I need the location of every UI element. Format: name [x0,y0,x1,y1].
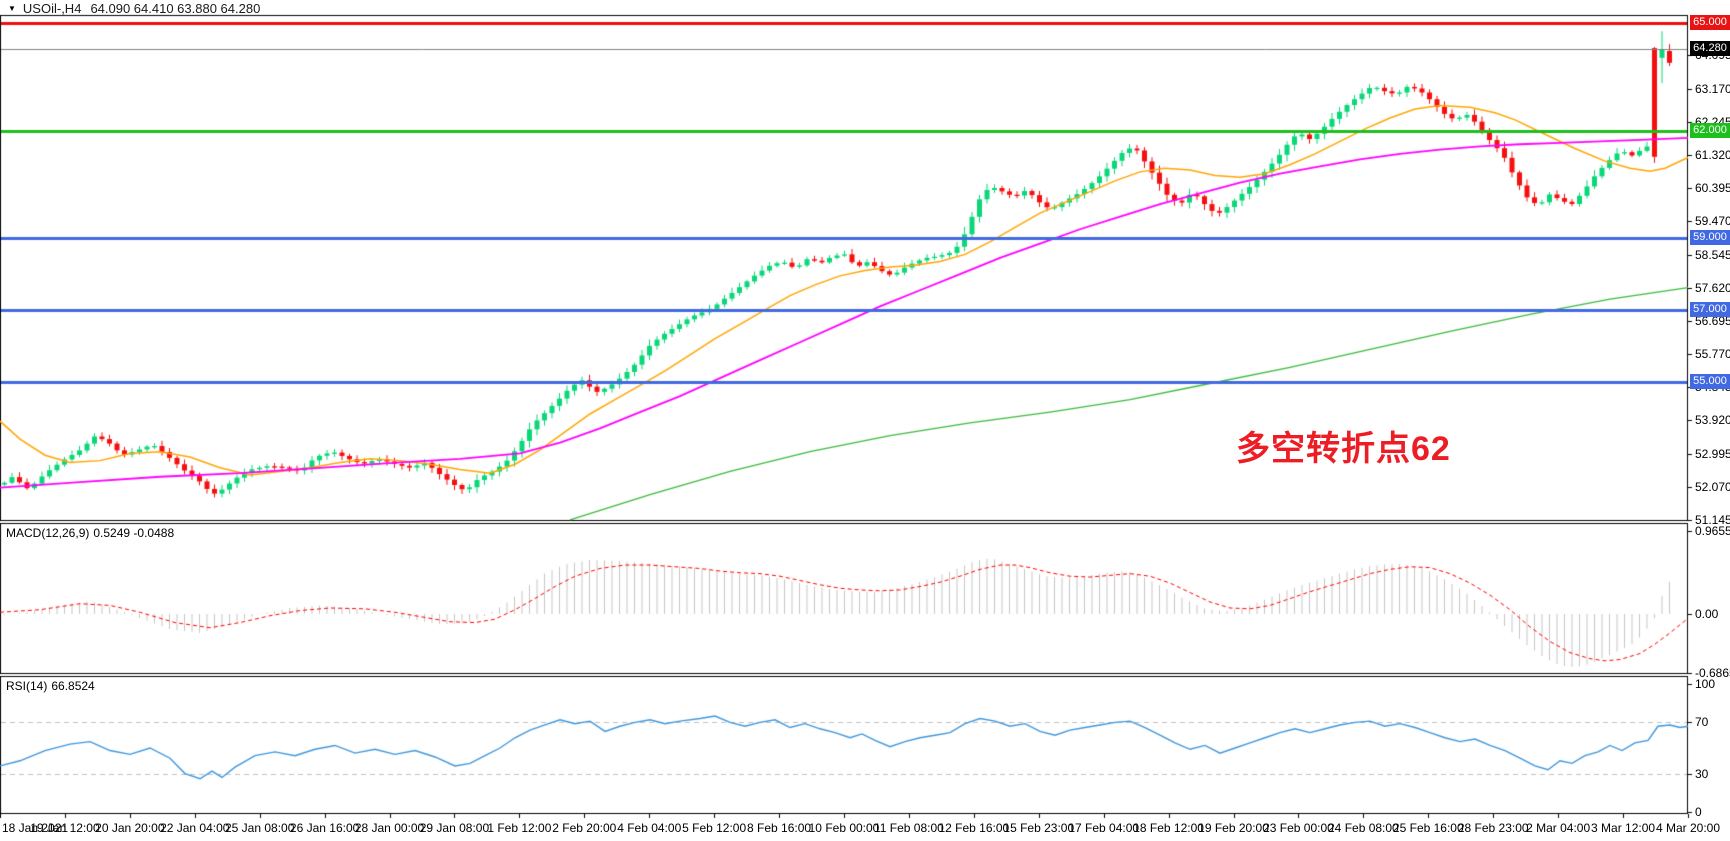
price-level-badge: 65.000 [1690,15,1730,30]
time-axis-label: 25 Jan 08:00 [224,821,295,835]
time-axis-label: 19 Feb 20:00 [1198,821,1269,835]
time-axis-label: 15 Feb 23:00 [1003,821,1075,835]
price-axis-label: 55.770 [1695,347,1730,362]
macd-values: 0.5249 -0.0488 [93,526,175,540]
price-level-badge: 55.000 [1690,373,1730,389]
price-level-badge: 64.280 [1690,40,1730,56]
time-axis-label: 12 Feb 16:00 [938,821,1010,835]
price-axis-label: 57.620 [1695,280,1730,295]
rsi-value: 66.8524 [51,679,95,693]
price-level-badge: 59.000 [1690,230,1730,246]
price-axis-label: 51.145 [1695,512,1730,527]
price-scale[interactable] [1688,15,1730,521]
time-axis-label: 11 Feb 08:00 [874,821,944,835]
price-axis-label: 52.070 [1695,479,1730,494]
rsi-axis-label: 70 [1695,715,1709,730]
time-axis-label: 8 Feb 16:00 [747,821,812,835]
time-axis-label: 10 Feb 00:00 [808,821,880,835]
symbol-info-bar: ▼ USOil-,H4 64.090 64.410 63.880 64.280 [6,0,261,16]
rsi-name: RSI(14) [6,679,48,693]
macd-axis-label: 0.9655 [1695,524,1730,539]
time-axis-label: 2 Mar 04:00 [1526,821,1591,835]
time-axis-label: 18 Feb 12:00 [1133,821,1204,835]
price-axis-label: 63.170 [1695,81,1730,96]
price-axis-label: 59.470 [1695,214,1730,229]
macd-axis-label: -0.6865 [1695,665,1730,680]
time-axis-label: 17 Feb 04:00 [1068,821,1140,835]
rsi-indicator-label: RSI(14) 66.8524 [6,679,99,693]
rsi-axis-label: 100 [1695,677,1716,691]
price-axis-label: 58.545 [1695,247,1730,262]
ohlc-values: 64.090 64.410 63.880 64.280 [90,0,261,16]
time-axis-label: 18 Jan 2021 [2,821,69,835]
price-axis-label: 53.920 [1695,413,1730,428]
time-axis-label: 3 Mar 12:00 [1591,821,1656,835]
price-axis-label: 61.320 [1695,148,1730,162]
time-axis-label: 5 Feb 12:00 [682,821,747,835]
rsi-axis-label: 30 [1695,766,1709,781]
time-axis-label: 28 Jan 00:00 [354,821,425,835]
time-axis-label: 1 Feb 12:00 [487,821,552,835]
time-axis-label: 28 Feb 23:00 [1457,821,1529,835]
macd-axis-label: 0.00 [1695,607,1719,621]
time-axis-label: 2 Feb 20:00 [552,821,617,835]
time-axis-label: 4 Feb 04:00 [617,821,682,835]
chart-annotation-text: 多空转折点62 [1236,430,1451,468]
time-axis-label: 22 Jan 04:00 [160,821,230,835]
price-level-badge: 57.000 [1690,301,1730,317]
rsi-axis-label: 0 [1695,805,1702,819]
symbol-timeframe-label: USOil-,H4 [22,0,82,16]
macd-indicator-label: MACD(12,26,9) 0.5249 -0.0488 [6,526,178,540]
price-axis-label: 56.695 [1695,313,1730,328]
time-axis-label: 29 Jan 08:00 [419,821,490,835]
time-scale[interactable] [0,814,1730,841]
price-axis-label: 52.995 [1695,446,1730,461]
time-axis-label: 26 Jan 16:00 [289,821,360,835]
time-axis-label: 20 Jan 20:00 [95,821,165,835]
time-axis-label: 24 Feb 08:00 [1328,821,1399,835]
price-level-badge: 62.000 [1690,122,1730,138]
price-axis-label: 60.395 [1695,181,1730,196]
dropdown-triangle-icon[interactable]: ▼ [8,3,16,13]
time-axis-label: 23 Feb 00:00 [1263,821,1334,835]
macd-name: MACD(12,26,9) [6,526,90,540]
time-axis-label: 25 Feb 16:00 [1392,821,1464,835]
time-axis-label: 19 Jan 12:00 [30,821,100,835]
time-axis-label: 4 Mar 20:00 [1655,821,1721,835]
